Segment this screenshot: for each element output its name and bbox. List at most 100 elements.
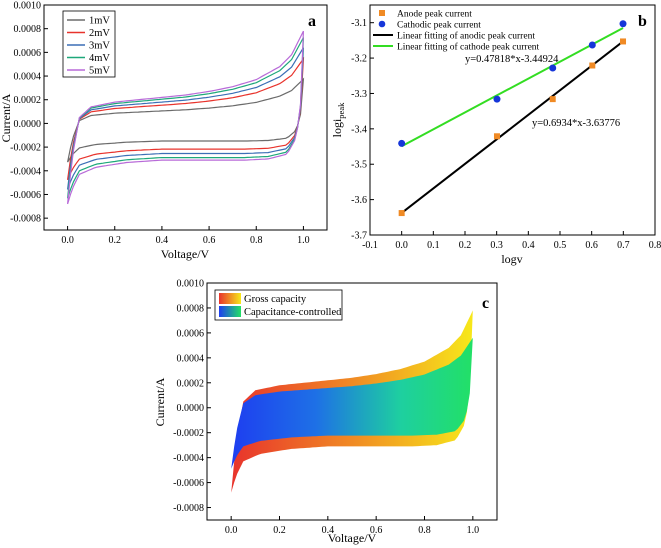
panel-c-y-ticks: -0.0008 -0.0006 -0.0004 -0.0002 0.0000 0.0002…	[173, 279, 211, 514]
panel-b-xtick-label: 0.1	[427, 240, 440, 251]
panel-a-xlabel: Voltage/V	[161, 247, 210, 261]
legend-swatch-gross	[219, 293, 241, 304]
panel-a-xtick-label: 0.2	[109, 235, 122, 246]
cv-curve-5mV	[67, 30, 304, 205]
panel-b-xtick-label: -0.1	[362, 240, 378, 251]
panel-a-ytick-label: 0.0006	[14, 48, 42, 59]
panel-b-ylabel-sub: peak	[336, 102, 346, 119]
panel-a-legend-box	[62, 10, 116, 78]
panel-c-x-ticks: 0.0 0.2 0.4 0.6 0.8 1.0	[225, 516, 479, 536]
panel-c-areas	[231, 310, 473, 493]
panel-b-xtick-label: 0.5	[554, 240, 567, 251]
panel-b-xtick-label: 0.0	[395, 240, 408, 251]
panel-b-ylabel: logipeak	[330, 102, 346, 137]
panel-a-ytick-label: 0.0008	[14, 24, 42, 35]
panel-a-cv-curves: 0.0 0.2 0.4 0.6 0.8 1.0 -0.0008 -0.0006 -0.0004…	[0, 1, 328, 261]
panel-c-ytick-label: -0.0004	[173, 453, 204, 464]
panel-c-legend: Gross capacity Capacitance-controlled	[214, 289, 343, 321]
panel-b-label: b	[638, 13, 647, 30]
legend-label-4mV: 4mV	[89, 53, 110, 64]
legend-label-1mV: 1mV	[89, 16, 110, 27]
legend-label-cathode: Cathodic peak current	[397, 21, 481, 31]
panel-a-ytick-label: -0.0006	[10, 190, 41, 201]
panel-b-ytick-label: -3.2	[351, 54, 367, 65]
cv-curve-1mV	[67, 77, 305, 163]
legend-marker-cathode	[378, 20, 386, 28]
legend-swatch-capacitance	[219, 306, 241, 317]
panel-b-log-fit: -0.1 0.0 0.1 0.2 0.3 0.4 0.5 0.6 0.7 0.8 -3.7 -3.6…	[330, 4, 661, 266]
panel-b-annotation-anode: y=0.6934*x-3.63776	[532, 118, 620, 129]
panel-a-ytick-label: 0.0000	[14, 119, 42, 130]
panel-a-frame	[43, 4, 328, 231]
legend-label-capacitance: Capacitance-controlled	[244, 307, 342, 318]
anode-point	[398, 210, 405, 217]
cathode-point	[619, 20, 627, 28]
panel-a-ytick-label: -0.0002	[10, 143, 41, 154]
legend-label-3mV: 3mV	[89, 41, 110, 52]
capacitance-controlled-area	[231, 337, 473, 469]
panel-a-ytick-label: 0.0002	[14, 95, 42, 106]
panel-c-ytick-label: 0.0002	[177, 378, 205, 389]
panel-b-xtick-label: 0.2	[459, 240, 472, 251]
panel-c-ytick-label: -0.0002	[173, 428, 204, 439]
fit-line-anodic	[401, 40, 624, 214]
legend-marker-anode	[379, 10, 385, 16]
panel-a-xtick-label: 0.0	[61, 235, 74, 246]
panel-a-ytick-label: 0.0010	[14, 1, 42, 12]
panel-b-x-ticks: -0.1 0.0 0.1 0.2 0.3 0.4 0.5 0.6 0.7 0.8	[362, 231, 661, 251]
panel-c-ytick-label: 0.0010	[177, 279, 205, 290]
anode-point	[493, 133, 500, 140]
legend-label-fit-cathode: Linear fitting of cathode peak current	[397, 42, 540, 53]
panel-a-label: a	[308, 13, 316, 30]
panel-c-xtick-label: 1.0	[467, 525, 480, 536]
panel-a-y-ticks: -0.0008 -0.0006 -0.0004 -0.0002 0.0000 0.0002…	[10, 1, 48, 225]
panel-a-ytick-label: 0.0004	[14, 72, 42, 83]
panel-b-ytick-label: -3.7	[351, 231, 367, 242]
anode-point	[589, 62, 596, 69]
panel-b-xtick-label: 0.4	[522, 240, 535, 251]
panel-c-ytick-label: -0.0008	[173, 503, 204, 514]
panel-b-ytick-label: -3.3	[351, 89, 367, 100]
cathode-point	[549, 64, 557, 72]
cathode-point	[588, 41, 596, 49]
panel-a-xtick-label: 0.4	[156, 235, 169, 246]
panel-c-ytick-label: -0.0006	[173, 478, 204, 489]
panel-b-marks	[398, 20, 627, 217]
panel-b-xlabel: logv	[501, 252, 522, 266]
panel-a-x-ticks: 0.0 0.2 0.4 0.6 0.8 1.0	[61, 226, 310, 246]
panel-b-xtick-label: 0.7	[617, 240, 630, 251]
panel-a-xtick-label: 0.6	[203, 235, 216, 246]
cathode-point	[493, 95, 501, 103]
panel-c-ylabel: Current/A	[153, 377, 167, 426]
legend-label-5mV: 5mV	[89, 66, 110, 77]
panel-c-ytick-label: 0.0004	[177, 353, 205, 364]
panel-b-ytick-label: -3.6	[351, 195, 367, 206]
fit-line-cathode	[401, 27, 624, 148]
anode-point	[620, 38, 627, 45]
panel-c-frame	[206, 282, 498, 521]
cathode-point	[398, 139, 406, 147]
panel-c-label: c	[482, 295, 489, 312]
panel-b-xtick-label: 0.8	[649, 240, 661, 251]
panel-b-frame	[369, 4, 656, 236]
legend-label-2mV: 2mV	[89, 28, 110, 39]
panel-b-xtick-label: 0.3	[490, 240, 503, 251]
panel-c-xtick-label: 0.4	[322, 525, 335, 536]
panel-b-annotation-cathode: y=0.47818*x-3.44924	[465, 54, 559, 65]
panel-c-xtick-label: 0.6	[370, 525, 383, 536]
panel-a-curves	[67, 30, 305, 205]
legend-label-fit-anodic: Linear fitting of anodic peak current	[397, 31, 535, 42]
panel-a-ylabel: Current/A	[0, 93, 13, 142]
panel-c-capacity-contribution: 0.0 0.2 0.4 0.6 0.8 1.0 -0.0008 -0.0006 -0.0004…	[153, 279, 498, 545]
panel-a-ytick-label: -0.0004	[10, 166, 41, 177]
panel-c-ytick-label: 0.0008	[177, 303, 205, 314]
panel-b-ytick-label: -3.4	[351, 124, 367, 135]
panel-b-ytick-label: -3.5	[351, 160, 367, 171]
legend-label-gross: Gross capacity	[244, 294, 307, 305]
panel-c-xlabel: Voltage/V	[328, 531, 377, 545]
panel-b-ytick-label: -3.1	[351, 18, 367, 29]
panel-c-ytick-label: 0.0000	[177, 403, 205, 414]
